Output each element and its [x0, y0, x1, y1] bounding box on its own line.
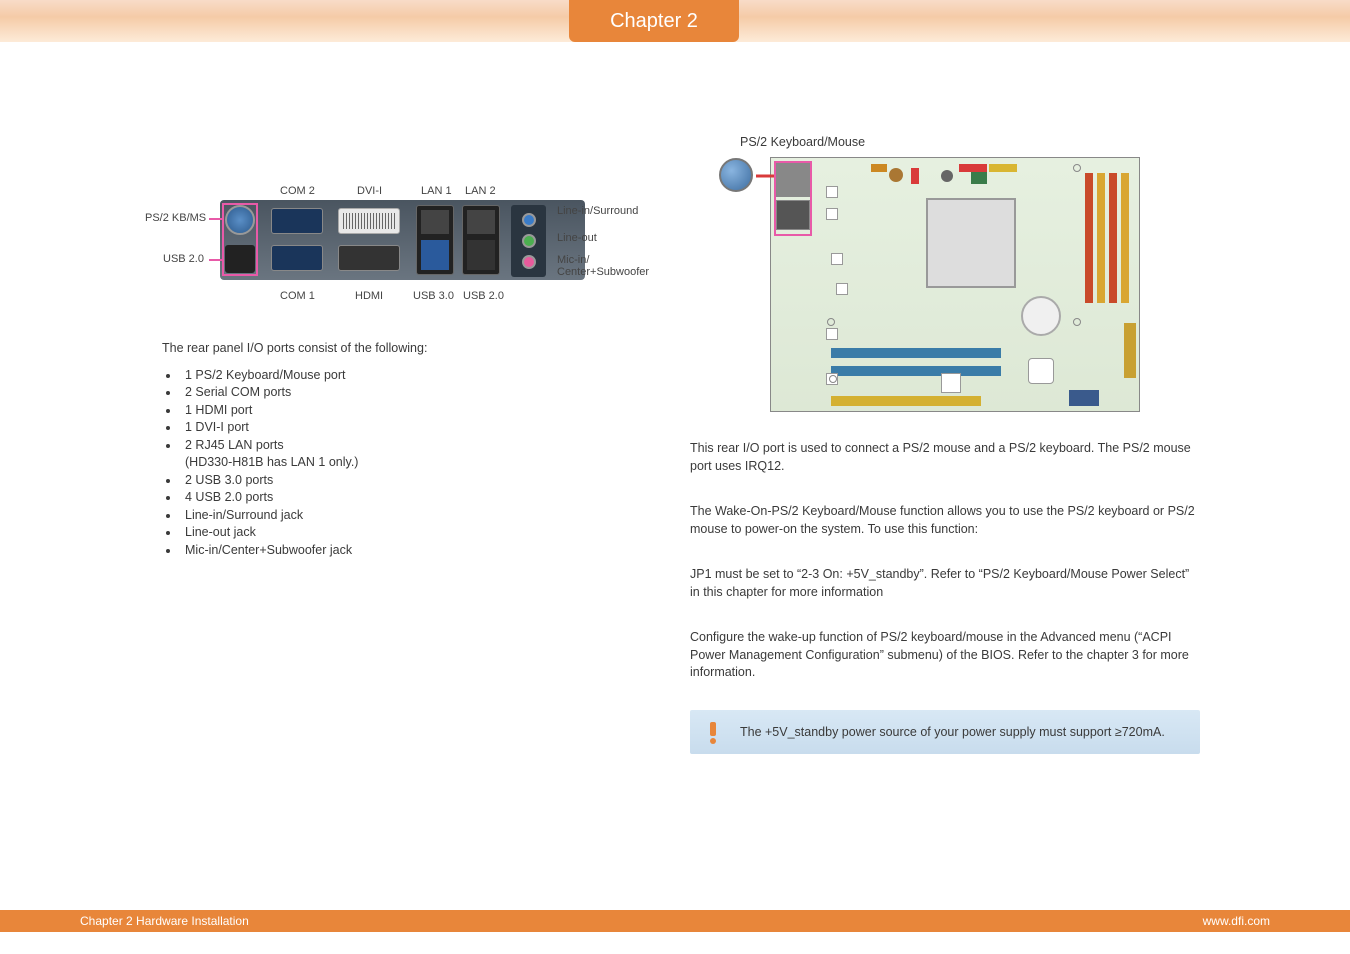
lan2-usb20-block [462, 205, 500, 275]
label-lan2: LAN 2 [465, 185, 496, 197]
para-1: This rear I/O port is used to connect a … [690, 440, 1200, 475]
label-micin: Mic-in/ Center+Subwoofer [557, 254, 649, 278]
intro-text: The rear panel I/O ports consist of the … [162, 340, 670, 357]
para-3: JP1 must be set to “2-3 On: +5V_standby”… [690, 566, 1200, 601]
exclamation-icon [700, 719, 726, 745]
left-column: PS/2 KB/MS USB 2.0 COM 2 COM 1 DVI-I HDM… [80, 190, 670, 559]
mobo-dimm-slot [1121, 173, 1129, 303]
list-item: 1 HDMI port [180, 402, 670, 420]
rear-panel-diagram: PS/2 KB/MS USB 2.0 COM 2 COM 1 DVI-I HDM… [145, 190, 655, 300]
mobo-screw [827, 318, 835, 326]
motherboard-diagram [770, 157, 1140, 412]
mobo-header [1069, 390, 1099, 406]
com1-port [271, 245, 323, 271]
label-ps2: PS/2 KB/MS [145, 212, 206, 224]
linein-jack [522, 213, 536, 227]
lan1-usb30-block [416, 205, 454, 275]
dvi-port [338, 208, 400, 234]
list-item: 1 DVI-I port [180, 419, 670, 437]
list-item: Line-in/Surround jack [180, 507, 670, 525]
mobo-dimm-slot [1109, 173, 1117, 303]
mobo-pcie-slot [831, 348, 1001, 358]
para-2: The Wake-On-PS/2 Keyboard/Mouse function… [690, 503, 1200, 538]
mobo-header [959, 164, 987, 172]
chapter-tab: Chapter 2 [569, 0, 739, 42]
list-item: Line-out jack [180, 524, 670, 542]
label-usb20-right: USB 2.0 [463, 290, 504, 302]
lineout-jack [522, 234, 536, 248]
mobo-header [826, 328, 838, 340]
label-hdmi: HDMI [355, 290, 383, 302]
list-item: 2 RJ45 LAN ports (HD330-H81B has LAN 1 o… [180, 437, 670, 472]
label-lineout: Line-out [557, 232, 597, 244]
mobo-header [831, 253, 843, 265]
mobo-chip [1028, 358, 1054, 384]
mobo-screw [829, 375, 837, 383]
list-item: 4 USB 2.0 ports [180, 489, 670, 507]
label-usb30: USB 3.0 [413, 290, 454, 302]
note-text: The +5V_standby power source of your pow… [740, 725, 1165, 739]
mobo-io-block [776, 200, 810, 230]
mobo-chip [941, 373, 961, 393]
mobo-dimm-slot [1097, 173, 1105, 303]
mobo-header [989, 164, 1017, 172]
important-note-box: The +5V_standby power source of your pow… [690, 710, 1200, 754]
list-item: 2 USB 3.0 ports [180, 472, 670, 490]
ports-list: 1 PS/2 Keyboard/Mouse port 2 Serial COM … [180, 367, 670, 560]
para-4: Configure the wake-up function of PS/2 k… [690, 629, 1200, 682]
mobo-screw [1073, 318, 1081, 326]
mobo-header [911, 168, 919, 184]
mobo-screw [1073, 164, 1081, 172]
mobo-header [971, 172, 987, 184]
footer-bar: Chapter 2 Hardware Installation www.dfi.… [0, 910, 1350, 932]
mobo-io-block [776, 163, 810, 197]
callout-line-ps2 [209, 218, 222, 220]
list-item-text: 2 RJ45 LAN ports [185, 438, 284, 452]
micin-jack [522, 255, 536, 269]
mobo-header [871, 164, 887, 172]
label-usb20-left: USB 2.0 [163, 253, 204, 265]
mobo-dimm-slot [1085, 173, 1093, 303]
label-lan1: LAN 1 [421, 185, 452, 197]
highlight-box-ps2-usb [222, 203, 258, 276]
label-com2: COM 2 [280, 185, 315, 197]
right-column: PS/2 Keyboard/Mouse [690, 135, 1200, 754]
list-item: Mic-in/Center+Subwoofer jack [180, 542, 670, 560]
com2-port [271, 208, 323, 234]
hdmi-port [338, 245, 400, 271]
mobo-pcie-slot [831, 366, 1001, 376]
footer-left: Chapter 2 Hardware Installation [80, 914, 249, 928]
mobo-battery [1021, 296, 1061, 336]
mobo-header [836, 283, 848, 295]
ps2-callout-icon [719, 158, 753, 192]
label-com1: COM 1 [280, 290, 315, 302]
mobo-edge-connector [831, 396, 981, 406]
list-item: 2 Serial COM ports [180, 384, 670, 402]
mobo-cpu-socket [926, 198, 1016, 288]
mobo-cap [941, 170, 953, 182]
callout-line-usb [209, 259, 222, 261]
list-item-note: (HD330-H81B has LAN 1 only.) [185, 455, 358, 469]
footer-right: www.dfi.com [1203, 914, 1270, 928]
list-item: 1 PS/2 Keyboard/Mouse port [180, 367, 670, 385]
mobo-sata [1124, 323, 1136, 378]
mobo-cap [889, 168, 903, 182]
mobo-header [826, 186, 838, 198]
right-title: PS/2 Keyboard/Mouse [740, 135, 1200, 149]
label-linein: Line-in/Surround [557, 205, 638, 217]
audio-jack-stack [511, 205, 546, 277]
mobo-header [826, 208, 838, 220]
label-dvi: DVI-I [357, 185, 382, 197]
